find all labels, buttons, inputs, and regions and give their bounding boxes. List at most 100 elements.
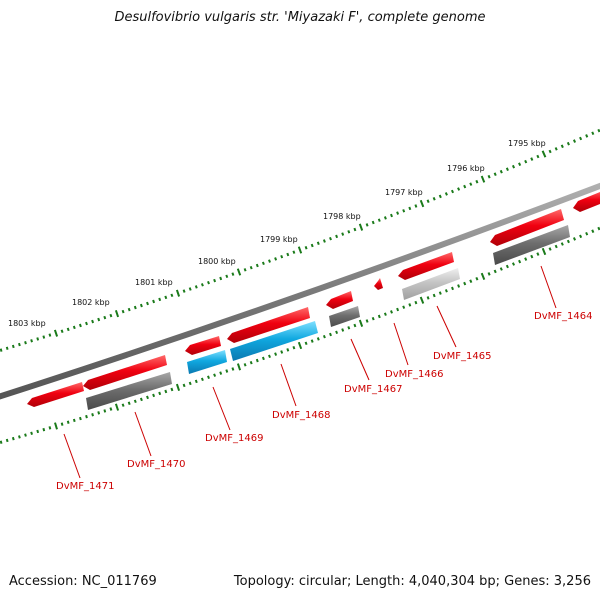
tick-label-1798: 1798 kbp bbox=[323, 212, 361, 221]
scale-tick bbox=[371, 316, 375, 321]
scale-tick bbox=[499, 169, 503, 174]
scale-tick bbox=[322, 334, 326, 339]
scale-tick bbox=[469, 279, 473, 283]
scale-tick bbox=[200, 377, 204, 382]
scale-tick bbox=[560, 144, 564, 149]
gene-feature bbox=[402, 268, 460, 300]
scale-tick bbox=[591, 131, 595, 136]
scale-tick bbox=[451, 286, 454, 291]
gene-label-dvmf1466: DvMF_1466 bbox=[385, 369, 443, 380]
scale-tick bbox=[11, 344, 15, 349]
leader-line bbox=[134, 411, 152, 457]
scale-tick bbox=[18, 435, 21, 439]
scale-tick bbox=[518, 259, 522, 264]
cds-feature bbox=[27, 382, 84, 407]
scale-tick bbox=[316, 241, 320, 246]
scale-tick bbox=[530, 254, 534, 259]
scale-tick bbox=[261, 356, 265, 361]
gene-label-dvmf1471: DvMF_1471 bbox=[56, 481, 114, 492]
scale-tick bbox=[268, 259, 271, 263]
scale-tick bbox=[541, 247, 547, 256]
scale-tick bbox=[396, 307, 400, 312]
scale-tick bbox=[358, 223, 364, 231]
scale-tick bbox=[304, 245, 308, 250]
scale-tick bbox=[207, 280, 210, 285]
scale-tick bbox=[5, 346, 9, 350]
scale-tick bbox=[139, 397, 143, 402]
leader-line bbox=[63, 433, 81, 479]
scale-tick bbox=[133, 399, 137, 404]
scale-tick bbox=[0, 440, 3, 444]
gene-feature bbox=[86, 372, 172, 410]
scale-tick bbox=[347, 326, 351, 330]
scale-tick bbox=[463, 281, 467, 286]
scale-tick bbox=[164, 389, 168, 394]
scale-tick bbox=[329, 332, 332, 337]
scale-tick bbox=[541, 150, 547, 158]
scale-tick bbox=[390, 213, 393, 218]
scale-tick bbox=[463, 184, 467, 189]
scale-tick bbox=[419, 199, 425, 208]
scale-tick bbox=[316, 337, 320, 341]
scale-tick bbox=[97, 317, 101, 322]
scale-tick bbox=[11, 436, 15, 441]
scale-tick bbox=[79, 416, 82, 421]
scale-tick bbox=[402, 305, 406, 309]
scale-tick bbox=[511, 164, 516, 169]
scale-tick bbox=[548, 149, 552, 154]
scale-tick bbox=[236, 268, 242, 276]
cds-feature bbox=[326, 291, 353, 309]
scale-tick bbox=[579, 136, 583, 141]
scale-tick bbox=[24, 341, 27, 345]
scale-tick bbox=[158, 297, 162, 302]
scale-tick bbox=[30, 431, 33, 435]
scale-tick bbox=[402, 209, 406, 213]
scale-tick bbox=[127, 307, 131, 312]
scale-tick bbox=[585, 134, 589, 138]
scale-tick bbox=[377, 314, 381, 319]
scale-tick bbox=[548, 247, 552, 251]
scale-tick bbox=[505, 264, 509, 269]
leader-line bbox=[280, 363, 297, 407]
scale-tick bbox=[597, 128, 600, 133]
scale-tick bbox=[114, 309, 120, 318]
scale-tick bbox=[72, 418, 76, 423]
scale-tick bbox=[335, 330, 339, 335]
scale-tick bbox=[200, 283, 204, 287]
scale-tick bbox=[213, 278, 217, 283]
scale-tick bbox=[5, 438, 9, 443]
scale-tick bbox=[310, 243, 314, 248]
scale-tick bbox=[347, 230, 351, 234]
scale-tick bbox=[255, 263, 259, 268]
scale-tick bbox=[54, 422, 58, 430]
cds-feature bbox=[185, 336, 221, 355]
tick-label-1803: 1803 kbp bbox=[8, 319, 46, 328]
scale-tick bbox=[493, 172, 497, 176]
scale-tick bbox=[396, 211, 400, 215]
scale-tick bbox=[66, 420, 70, 424]
inner-tick-ring bbox=[0, 226, 600, 444]
scale-tick bbox=[408, 206, 412, 211]
scale-tick bbox=[24, 433, 27, 437]
cds-feature bbox=[398, 252, 454, 280]
scale-tick bbox=[261, 261, 265, 266]
scale-tick bbox=[297, 341, 303, 350]
scale-tick bbox=[146, 301, 149, 306]
scale-tick bbox=[109, 407, 113, 411]
scale-tick bbox=[591, 229, 595, 233]
scale-tick bbox=[585, 231, 589, 236]
scale-tick bbox=[390, 310, 393, 314]
scale-tick bbox=[91, 319, 95, 324]
tick-label-1801: 1801 kbp bbox=[135, 278, 173, 287]
scale-tick bbox=[36, 429, 40, 434]
gene-labels: DvMF_1464 DvMF_1465 DvMF_1466 DvMF_1467 … bbox=[56, 311, 592, 492]
scale-tick bbox=[188, 287, 192, 291]
scale-tick bbox=[310, 339, 314, 343]
scale-tick bbox=[249, 360, 253, 365]
scale-tick bbox=[231, 367, 235, 371]
scale-tick bbox=[475, 179, 479, 184]
scale-tick bbox=[566, 141, 570, 146]
scale-tick bbox=[353, 227, 357, 232]
scale-tick bbox=[53, 329, 59, 337]
